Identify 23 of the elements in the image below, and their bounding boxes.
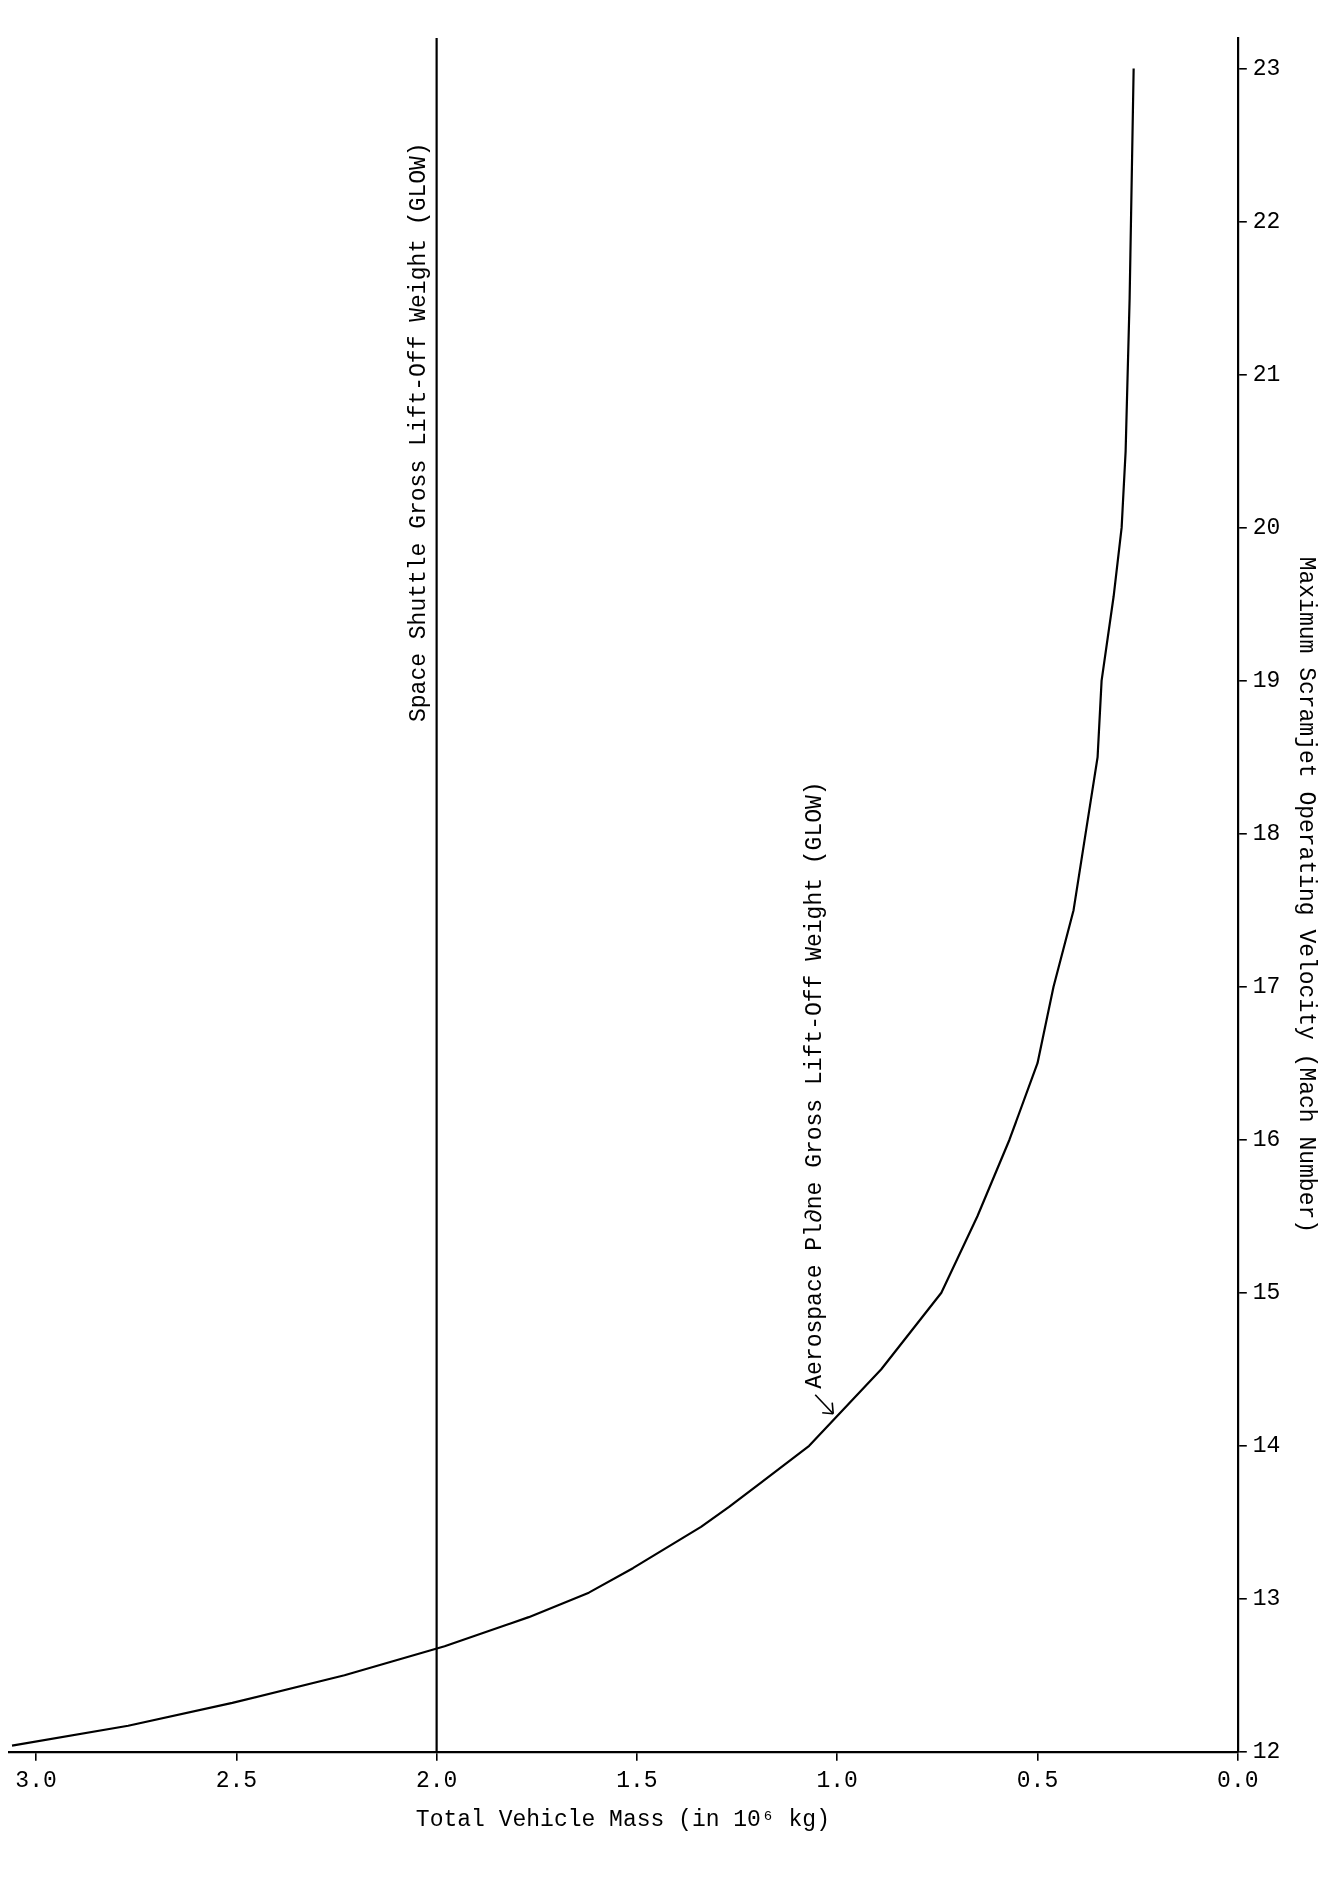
y-tick-label: 15 [1252,1279,1281,1306]
y-tick-label: 19 [1252,667,1281,694]
x-tick-label: 2.0 [415,1767,458,1794]
x-tick-label: 2.5 [215,1767,258,1794]
x-tick-label: 1.5 [616,1767,658,1794]
y-tick-label: 21 [1252,361,1281,388]
annotation: Aerospace Pl∂ne Gross Lift-Off Weight (GLOW) [802,781,829,1389]
y-tick-label: 22 [1252,208,1281,235]
y-axis-title: Maximum Scramjet Operating Velocity (Mach Number) [1293,556,1320,1234]
x-tick-label: 3.0 [15,1767,57,1794]
y-tick-label: 14 [1252,1432,1281,1459]
y-tick-label: 12 [1252,1738,1281,1765]
x-axis-title: Total Vehicle Mass (in 10⁶ kg) [415,1807,830,1834]
x-tick-label: 0.5 [1016,1767,1059,1794]
y-tick-label: 17 [1252,973,1281,1000]
y-tick-label: 13 [1252,1585,1281,1612]
x-tick-label: 0.0 [1217,1767,1259,1794]
y-tick-label: 16 [1252,1126,1281,1153]
y-tick-label: 23 [1252,55,1281,82]
x-tick-label: 1.0 [816,1767,858,1794]
ref-line-label: Space Shuttle Gross Lift-Off Weight (GLOW) [405,142,432,723]
y-tick-label: 20 [1252,514,1281,541]
y-tick-label: 18 [1252,820,1281,847]
